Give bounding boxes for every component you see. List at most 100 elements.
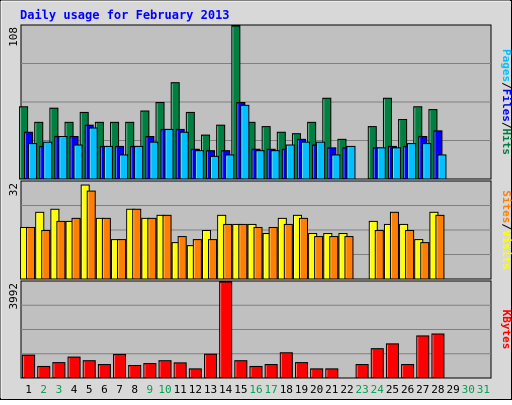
right-axis-label: Pages/Files/Hits <box>500 49 512 155</box>
x-tick-label: 4 <box>71 383 78 396</box>
bar-sites <box>223 223 233 280</box>
bar-kbytes <box>128 364 142 379</box>
x-tick-label: 26 <box>401 383 414 396</box>
bar-sites <box>389 211 399 280</box>
x-tick-label: 21 <box>325 383 338 396</box>
bar-sites <box>253 226 263 280</box>
axis-word-sites: Sites <box>500 190 512 223</box>
x-tick-label: 27 <box>416 383 429 396</box>
x-tick-label: 28 <box>431 383 444 396</box>
axis-word-files: Files <box>500 89 512 122</box>
x-tick-label: 8 <box>131 383 138 396</box>
bar-sites <box>162 214 172 280</box>
bar-kbytes <box>97 364 111 379</box>
bar-kbytes <box>325 368 339 379</box>
y-tick-label: 32 <box>7 183 20 196</box>
bar-kbytes <box>401 364 415 379</box>
bar-pages <box>255 150 265 180</box>
x-tick-label: 2 <box>40 383 47 396</box>
x-tick-label: 24 <box>371 383 385 396</box>
bar-kbytes <box>219 281 233 379</box>
x-tick-label: 9 <box>147 383 154 396</box>
panel-3: 3992 KBytes <box>7 280 512 379</box>
x-tick-label: 17 <box>265 383 278 396</box>
bar-kbytes <box>37 365 51 379</box>
bar-sites <box>26 226 36 280</box>
bar-kbytes <box>204 353 218 379</box>
x-tick-label: 3 <box>56 383 63 396</box>
bar-pages <box>73 144 83 180</box>
bar-sites <box>238 223 248 280</box>
chart-title: Daily usage for February 2013 <box>20 8 230 22</box>
axis-word-pages: Pages <box>500 49 512 82</box>
bar-pages <box>376 147 386 180</box>
panel-2: 32 Sites/Visits <box>7 180 512 280</box>
x-tick-label: 12 <box>189 383 202 396</box>
bar-pages <box>270 150 280 180</box>
bar-pages <box>149 141 159 180</box>
bar-pages <box>194 150 204 180</box>
x-tick-label: 30 <box>462 383 475 396</box>
bar-sites <box>268 226 278 280</box>
x-tick-label: 31 <box>477 383 490 396</box>
bar-kbytes <box>67 356 81 379</box>
bar-sites <box>117 239 127 280</box>
bar-pages <box>179 131 189 180</box>
x-tick-label: 20 <box>310 383 323 396</box>
bar-pages <box>285 144 295 180</box>
bar-pages <box>225 154 235 180</box>
bar-sites <box>329 236 339 280</box>
bar-kbytes <box>431 333 445 379</box>
bar-sites <box>101 217 111 280</box>
x-tick-label: 29 <box>446 383 459 396</box>
bar-kbytes <box>173 362 187 379</box>
bar-pages <box>103 145 113 180</box>
bar-sites <box>132 208 142 280</box>
x-tick-label: 5 <box>86 383 93 396</box>
bar-pages <box>164 128 174 180</box>
bar-sites <box>435 214 445 280</box>
y-tick-label: 3992 <box>7 283 20 310</box>
bar-sites <box>71 217 81 280</box>
bar-sites <box>420 242 430 280</box>
bar-kbytes <box>279 352 293 379</box>
x-tick-label: 13 <box>204 383 217 396</box>
bar-kbytes <box>370 348 384 379</box>
x-tick-label: 14 <box>219 383 233 396</box>
bar-kbytes <box>294 362 308 379</box>
bar-pages <box>407 143 417 180</box>
x-axis-day-labels: 1 2 3 4 5 6 7 8 9 10 11 12 13 14 15 16 17 18 19 20 21 22 23 24 2… <box>25 383 490 396</box>
x-tick-label: 6 <box>101 383 108 396</box>
bar-pages <box>88 127 98 180</box>
axis-label-separator: / <box>500 122 512 129</box>
x-tick-label: 25 <box>386 383 399 396</box>
bar-kbytes <box>52 362 66 379</box>
bar-kbytes <box>249 365 263 379</box>
bar-sites <box>374 230 384 280</box>
bar-sites <box>314 236 324 280</box>
x-tick-label: 1 <box>25 383 32 396</box>
bar-hits <box>382 97 392 180</box>
x-tick-label: 15 <box>234 383 247 396</box>
axis-word-visits: Visits <box>500 230 512 270</box>
x-tick-label: 10 <box>158 383 171 396</box>
bar-kbytes <box>264 364 278 379</box>
bar-kbytes <box>188 368 202 379</box>
bar-pages <box>210 155 220 180</box>
axis-word-kbytes: KBytes <box>500 310 512 350</box>
bar-pages <box>422 143 432 180</box>
x-tick-label: 7 <box>116 383 123 396</box>
bar-pages <box>331 154 341 180</box>
chart-panels: 108Pages/Files/Hits32Sites/Visits3992KBy… <box>7 24 512 379</box>
right-axis-label: Sites/Visits <box>500 190 512 270</box>
bar-kbytes <box>385 343 399 379</box>
bar-sites <box>208 239 218 280</box>
bar-sites <box>298 217 308 280</box>
bar-sites <box>86 190 96 280</box>
x-tick-label: 23 <box>356 383 369 396</box>
bar-sites <box>147 217 157 280</box>
axis-label-separator: / <box>500 223 512 230</box>
bar-sites <box>405 230 415 280</box>
bar-kbytes <box>355 364 369 379</box>
